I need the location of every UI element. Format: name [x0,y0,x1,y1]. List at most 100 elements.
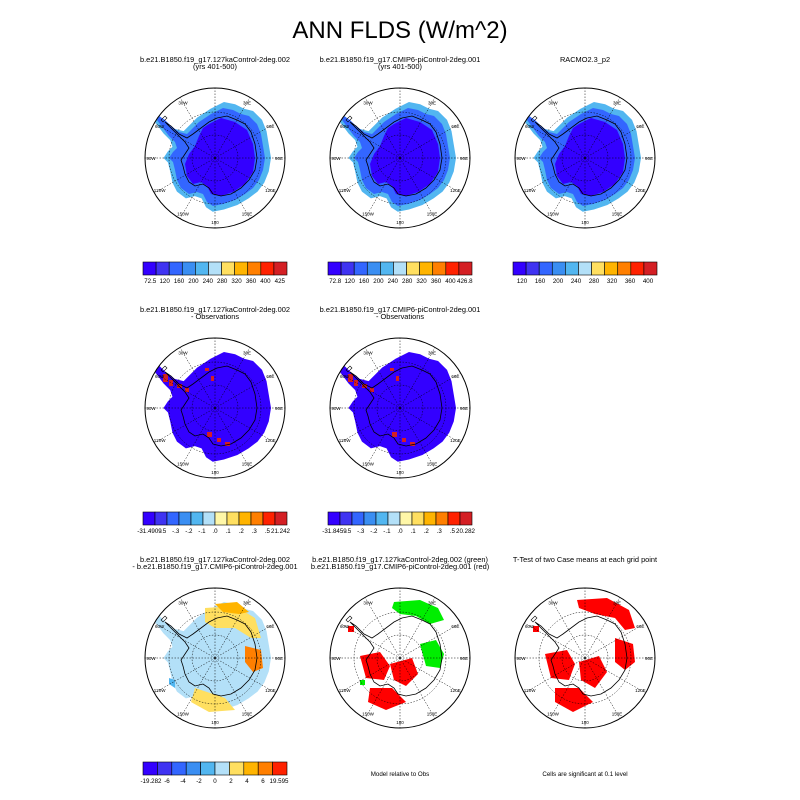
positive-bias-cell [390,368,394,371]
colorbar-tick-label: .5 [265,528,271,535]
colorbar-swatch [243,761,259,776]
longitude-label: 90E [275,156,283,161]
longitude-label: 120W [154,188,167,193]
colorbar-swatch [578,261,592,276]
colorbar-tick-label: -.2 [370,528,378,535]
colorbar: 120 160 200 240 280 320 360 400 [512,261,658,285]
map-body [335,102,456,212]
longitude-label: 120E [450,688,461,693]
colorbar-tick-label: .2 [239,528,245,535]
colorbar-swatch [221,261,235,276]
latitude-circle [561,134,609,182]
island-outline [160,615,168,623]
colorbar-swatch [190,511,204,526]
colorbar-swatch [445,261,460,276]
longitude-label: 90W [146,656,156,661]
significant-region-red [390,658,418,686]
longitude-label: 30E [428,601,436,606]
significant-cell [533,626,539,632]
longitude-label: 30W [178,101,188,106]
map-body [150,102,271,212]
significant-cell-red [348,626,354,632]
meridian-line [214,657,276,694]
colorbar-swatch [432,261,447,276]
longitude-label: 30W [363,101,373,106]
longitude-label: 60W [340,124,350,129]
meridian-line [154,407,216,444]
meridian-line [399,597,436,659]
colorbar-swatch [178,511,192,526]
colorbar-swatch [419,261,434,276]
colorbar-tick-label: 120 [159,278,170,285]
longitude-label: 90E [460,656,468,661]
colorbar-swatch [238,511,252,526]
longitude-label: 90W [146,156,156,161]
map-border [514,587,656,729]
meridian-line [214,372,276,409]
colorbar-swatch [185,761,201,776]
longitude-label: 150E [612,711,623,716]
map-panel: b.e21.B1850.f19_g17.CMIP6-piControl-2deg… [320,55,481,285]
significant-region [577,598,635,630]
longitude-label: 60W [525,124,535,129]
meridian-line [214,97,251,159]
map-panel: b.e21.B1850.f19_g17.127kaControl-2deg.00… [311,555,489,778]
meridian-line [179,597,216,659]
meridian-line [399,657,461,694]
meridian-line [524,657,586,694]
colorbar-swatch [525,261,540,276]
map-border [144,587,286,729]
longitude-label: 90E [275,656,283,661]
colorbar: -31.8459-.5 -.3 -.2 -.1 .0 .1 .2 .3 .5 20.282 [322,511,476,535]
panel-title: b.e21.B1850.f19_g17.127kaControl-2deg.00… [140,55,290,64]
longitude-label: 60E [266,624,274,629]
meridian-line [179,347,216,409]
colorbar-tick-label: -31.4909 [137,528,162,535]
colorbar-tick-label: -.1 [383,528,391,535]
colorbar-swatch [272,761,288,776]
map-border [329,337,471,479]
longitude-label: 90W [331,656,341,661]
colorbar-swatch [538,261,553,276]
meridian-line [584,622,646,659]
map-border [329,87,471,229]
colorbar-swatch [458,261,473,276]
colorbar-swatch [154,511,168,526]
meridian-line [154,622,216,659]
colorbar-swatch [353,261,368,276]
meridian-line [399,157,461,194]
significant-region [545,650,575,680]
longitude-label: 60W [155,624,165,629]
longitude-label: 90E [460,156,468,161]
longitude-label: 180 [581,220,589,225]
latitude-circle [376,634,424,682]
meridian-line [364,97,401,159]
island-outline [345,615,353,623]
colorbar-tick-label: .0 [212,528,218,535]
meridian-line [154,657,216,694]
longitude-label: 150W [177,211,190,216]
panel-title: b.e21.B1850.f19_g17.CMIP6-piControl-2deg… [320,305,481,314]
colorbar-swatch [171,761,187,776]
meridian-line [214,657,251,719]
colorbar-tick-label: 160 [359,278,370,285]
colorbar-swatch [155,261,170,276]
bias-field [150,352,271,462]
colorbar-tick-label: 200 [553,278,564,285]
map-body [520,102,641,212]
colorbar-swatch [327,511,341,526]
panel-title: T-Test of two Case means at each grid po… [513,555,657,564]
colorbar-swatch [200,761,216,776]
map-body [150,352,271,462]
panel-title: b.e21.B1850.f19_g17.127kaControl-2deg.00… [312,555,488,564]
colorbar-tick-label: 426.8 [457,278,473,285]
meridian-line [584,157,646,194]
longitude-label: 180 [211,220,219,225]
map-body [533,598,635,712]
colorbar-swatch [195,261,209,276]
longitude-label: 30W [548,101,558,106]
colorbar-swatch [512,261,527,276]
longitude-label: 120W [524,688,537,693]
colorbar-tick-label: 200 [373,278,384,285]
